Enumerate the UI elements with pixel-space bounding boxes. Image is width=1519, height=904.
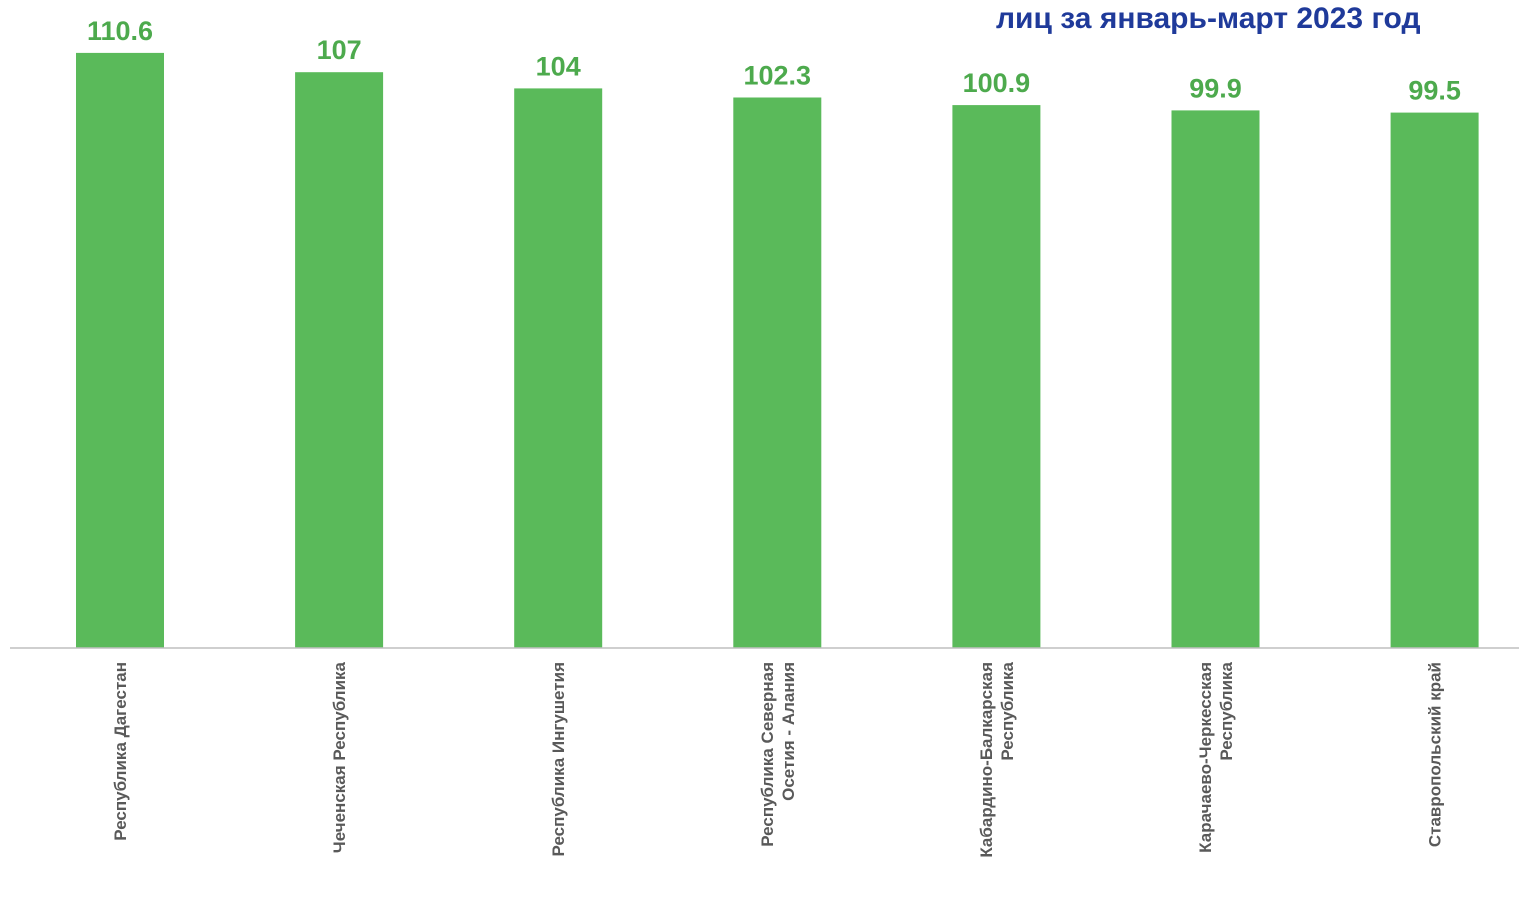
value-label-5: 100.9 bbox=[963, 68, 1031, 98]
category-label-6: Карачаево-Черкесская Республика bbox=[1196, 661, 1236, 852]
bar-3 bbox=[514, 88, 603, 648]
bar-1 bbox=[76, 52, 164, 648]
category-label-1: Республика Дагестан bbox=[111, 662, 130, 841]
category-label-line: Карачаево-Черкесская bbox=[1196, 662, 1215, 853]
bar-2 bbox=[295, 72, 384, 648]
value-label-1: 110.6 bbox=[87, 16, 153, 46]
category-label-line: Республика bbox=[1217, 661, 1236, 760]
category-label-line: Республика Дагестан bbox=[111, 662, 130, 841]
category-labels-layer: Республика Дагестан Чеченская Республика Р… bbox=[111, 661, 1445, 857]
category-label-7: Ставропольский край bbox=[1426, 662, 1445, 847]
bar-4 bbox=[733, 97, 822, 648]
category-label-line: Республика Ингушетия bbox=[549, 662, 568, 856]
bar-5 bbox=[952, 105, 1041, 649]
category-label-line: Чеченская Республика bbox=[330, 661, 349, 853]
category-label-line: Республика Северная bbox=[758, 662, 777, 847]
category-label-line: Осетия - Алания bbox=[779, 662, 798, 801]
category-label-3: Республика Ингушетия bbox=[549, 662, 568, 856]
value-label-3: 104 bbox=[536, 51, 581, 81]
value-labels-layer: 110.6 107 104 102.3 100.9 99.9 99.5 bbox=[87, 16, 1461, 106]
category-label-line: Ставропольский край bbox=[1426, 662, 1445, 847]
value-label-6: 99.9 bbox=[1189, 73, 1242, 103]
value-label-7: 99.5 bbox=[1408, 76, 1461, 106]
bar-6 bbox=[1171, 110, 1260, 648]
category-label-line: Кабардино-Балкарская bbox=[977, 662, 996, 858]
category-label-5: Кабардино-Балкарская Республика bbox=[977, 661, 1017, 857]
bar-7 bbox=[1390, 112, 1479, 649]
value-label-2: 107 bbox=[317, 35, 362, 65]
bars-layer bbox=[76, 52, 1479, 649]
chart-title: лиц за январь-март 2023 год bbox=[996, 2, 1421, 35]
category-label-2: Чеченская Республика bbox=[330, 661, 349, 853]
category-label-line: Республика bbox=[998, 661, 1017, 760]
value-label-4: 102.3 bbox=[744, 61, 812, 91]
category-label-4: Республика Северная Осетия - Алания bbox=[758, 662, 798, 847]
